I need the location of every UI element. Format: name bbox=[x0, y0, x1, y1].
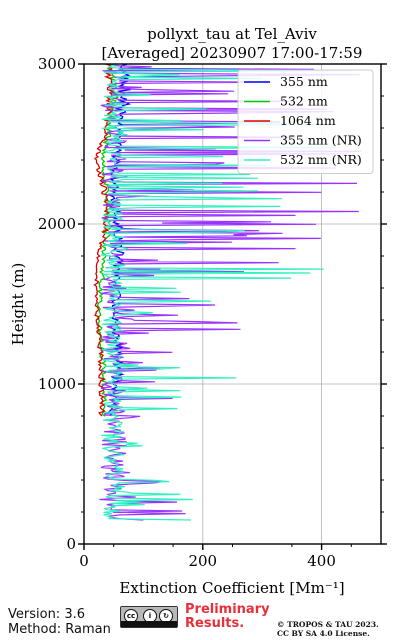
y-tick-label: 2000 bbox=[38, 215, 76, 233]
y-tick-label: 0 bbox=[66, 535, 76, 553]
chart-subtitle: [Averaged] 20230907 17:00-17:59 bbox=[102, 44, 363, 62]
series-line-4 bbox=[100, 64, 353, 521]
x-tick-label: 400 bbox=[307, 552, 336, 570]
preliminary-line-2: Results. bbox=[185, 616, 245, 631]
legend-box bbox=[237, 69, 374, 174]
x-tick-label: 200 bbox=[188, 552, 217, 570]
x-tick-label: 0 bbox=[79, 552, 89, 570]
copyright-notice: © TROPOS & TAU 2023. CC BY SA 4.0 Licens… bbox=[277, 620, 379, 638]
legend-label: 532 nm bbox=[280, 94, 328, 109]
legend: 355 nm 532 nm 1064 nm 355 nm (NR) 532 nm (NR… bbox=[237, 69, 374, 174]
y-tick-label: 1000 bbox=[38, 375, 76, 393]
preliminary-results-notice: Preliminary Results. bbox=[185, 603, 270, 631]
legend-label: 355 nm bbox=[280, 74, 328, 89]
version-label: Version: 3.6 bbox=[8, 607, 85, 622]
method-label: Method: Raman bbox=[8, 622, 111, 637]
series-line-2 bbox=[93, 64, 116, 417]
legend-label: 1064 nm bbox=[280, 113, 336, 128]
chart-title: pollyxt_tau at Tel_Aviv bbox=[147, 25, 317, 43]
x-axis-label: Extinction Coefficient [Mm⁻¹] bbox=[119, 579, 344, 597]
legend-label: 355 nm (NR) bbox=[280, 133, 362, 148]
copyright-line-1: © TROPOS & TAU 2023. bbox=[277, 620, 379, 629]
legend-label: 532 nm (NR) bbox=[280, 152, 362, 167]
preliminary-line-1: Preliminary bbox=[185, 602, 270, 617]
y-axis-label: Height (m) bbox=[9, 263, 27, 346]
y-tick-label: 3000 bbox=[38, 55, 76, 73]
cc-by-sa-icon: cc i ↻ bbox=[120, 606, 178, 628]
extinction-chart: pollyxt_tau at Tel_Aviv [Averaged] 20230… bbox=[9, 25, 387, 597]
copyright-line-2: CC BY SA 4.0 License. bbox=[277, 629, 370, 638]
